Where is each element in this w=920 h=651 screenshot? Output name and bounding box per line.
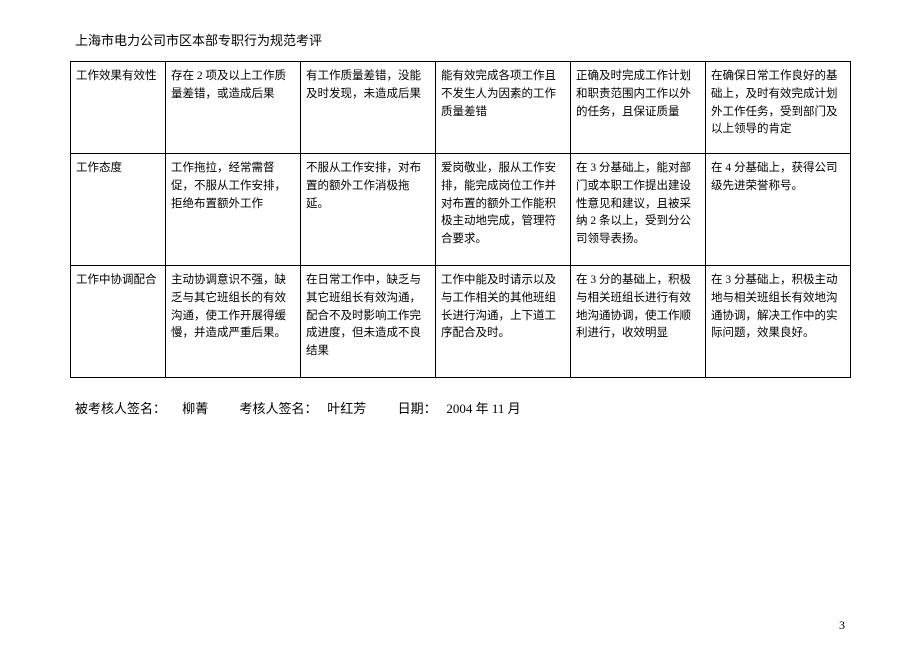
spacer (169, 401, 179, 416)
cell: 在 3 分基础上，能对部门或本职工作提出建设性意见和建议，且被采纳 2 条以上，… (571, 154, 706, 266)
spacer (440, 401, 443, 416)
cell: 工作中能及时请示以及与工作相关的其他班组长进行沟通，上下道工序配合及时。 (436, 266, 571, 378)
spacer (321, 401, 324, 416)
row-label: 工作态度 (71, 154, 166, 266)
cell: 在确保日常工作良好的基础上，及时有效完成计划外工作任务，受到部门及以上领导的肯定 (706, 62, 851, 154)
cell: 在 4 分基础上，获得公司级先进荣誉称号。 (706, 154, 851, 266)
assessor-name: 叶红芳 (327, 401, 366, 416)
assessee-label: 被考核人签名： (75, 401, 166, 416)
cell: 不服从工作安排，对布置的额外工作消极拖延。 (301, 154, 436, 266)
cell: 爱岗敬业，服从工作安排，能完成岗位工作并对布置的额外工作能积极主动地完成，管理符… (436, 154, 571, 266)
row-label: 工作效果有效性 (71, 62, 166, 154)
table-row: 工作态度 工作拖拉，经常需督促，不服从工作安排，拒绝布置额外工作 不服从工作安排… (71, 154, 851, 266)
assessor-label: 考核人签名： (240, 401, 318, 416)
date-label: 日期： (398, 401, 437, 416)
evaluation-table: 工作效果有效性 存在 2 项及以上工作质量差错，或造成后果 有工作质量差错，没能… (70, 61, 851, 378)
assessee-name: 柳菁 (182, 401, 208, 416)
signature-line: 被考核人签名： 柳菁 考核人签名： 叶红芳 日期： 2004 年 11 月 (75, 398, 850, 417)
row-label: 工作中协调配合 (71, 266, 166, 378)
cell: 在 3 分基础上，积极主动地与相关班组长有效地沟通协调，解决工作中的实际问题，效… (706, 266, 851, 378)
cell: 有工作质量差错，没能及时发现，未造成后果 (301, 62, 436, 154)
cell: 主动协调意识不强，缺乏与其它班组长的有效沟通，使工作开展得缓慢，并造成严重后果。 (166, 266, 301, 378)
cell: 在日常工作中，缺乏与其它班组长有效沟通，配合不及时影响工作完成进度，但未造成不良… (301, 266, 436, 378)
cell: 工作拖拉，经常需督促，不服从工作安排，拒绝布置额外工作 (166, 154, 301, 266)
cell: 正确及时完成工作计划和职责范围内工作以外的任务，且保证质量 (571, 62, 706, 154)
cell: 能有效完成各项工作且不发生人为因素的工作质量差错 (436, 62, 571, 154)
page-number: 3 (839, 618, 845, 633)
cell: 存在 2 项及以上工作质量差错，或造成后果 (166, 62, 301, 154)
table-row: 工作效果有效性 存在 2 项及以上工作质量差错，或造成后果 有工作质量差错，没能… (71, 62, 851, 154)
date-value: 2004 年 11 月 (446, 401, 520, 416)
table-row: 工作中协调配合 主动协调意识不强，缺乏与其它班组长的有效沟通，使工作开展得缓慢，… (71, 266, 851, 378)
document-header: 上海市电力公司市区本部专职行为规范考评 (75, 30, 850, 49)
cell: 在 3 分的基础上，积极与相关班组长进行有效地沟通协调，使工作顺利进行，收效明显 (571, 266, 706, 378)
